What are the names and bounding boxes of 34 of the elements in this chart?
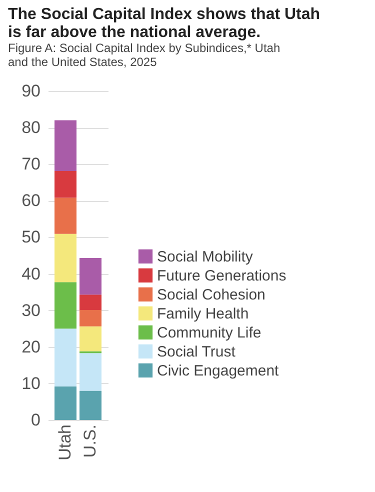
bar [54,171,76,198]
bar [80,326,102,352]
legend-label: Social Cohesion [157,286,266,304]
x-tick-label: Utah [56,424,74,460]
legend-label: Civic Engagement [157,362,280,380]
bar [80,310,102,326]
legend-label: Community Life [157,324,262,342]
bar [54,386,76,420]
y-tick-label: 10 [22,374,40,393]
x-tick-label: U.S. [80,424,100,458]
y-tick-label: 30 [22,300,40,320]
bar [80,353,102,391]
y-tick-label: 70 [22,154,40,174]
y-tick-label: 50 [22,228,40,247]
bar [54,198,76,234]
legend-label: Family Health [157,305,249,322]
bar [54,328,76,386]
bar [80,258,102,295]
text: The Social Capital Index shows that Utah is far above the national average. [8,6,320,41]
bar [80,294,102,310]
text: Figure A: Social Capital Index by Subindices,* Utah and the United States, 2025 [8,41,280,69]
bar [54,120,76,172]
bar [80,390,102,420]
legend-label: Future Generations [157,267,286,284]
y-tick-label: 60 [22,191,40,210]
y-tick-label: 40 [22,264,40,284]
y-tick-label: 90 [22,82,40,100]
y-tick-label: 0 [31,410,40,430]
legend-label: Social Trust [157,343,236,360]
legend-label: Social Mobility [157,248,254,266]
y-tick-label: 80 [22,118,40,138]
bar [54,234,76,282]
bar [54,282,76,329]
y-tick-label: 20 [22,337,40,356]
